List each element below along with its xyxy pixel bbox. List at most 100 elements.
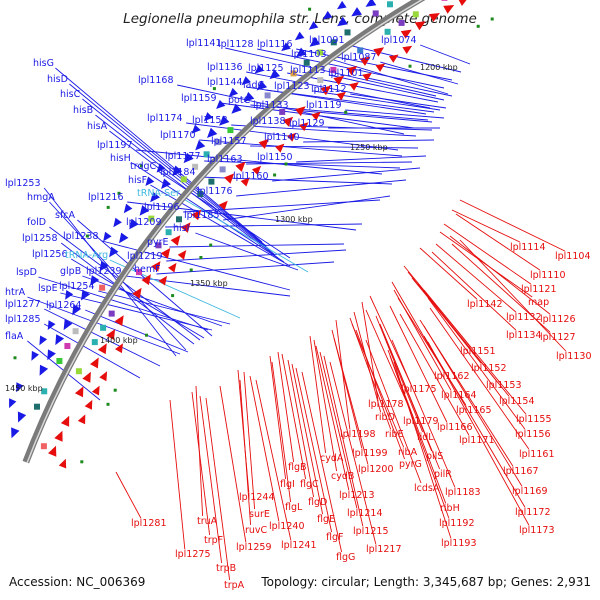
gene-leader-line bbox=[287, 359, 315, 498]
forward-gene-arrow bbox=[183, 152, 194, 164]
gene-label: cydB bbox=[331, 471, 354, 482]
forward-gene-arrow bbox=[39, 364, 49, 376]
forward-gene-arrow bbox=[203, 112, 213, 122]
feature-tracks bbox=[9, 0, 494, 469]
gene-leader-line bbox=[85, 309, 189, 353]
gene-leader-line bbox=[243, 371, 256, 510]
reverse-gene-arrow bbox=[295, 106, 306, 117]
reverse-gene-arrow bbox=[362, 72, 372, 82]
gene-leader-line bbox=[70, 258, 205, 339]
forward-gene-arrow bbox=[231, 103, 242, 114]
reverse-gene-arrow bbox=[151, 261, 161, 272]
genome-backbone-highlight bbox=[26, 0, 423, 463]
gene-leader-line bbox=[246, 71, 431, 109]
gene-label: lpl1285 bbox=[5, 314, 41, 325]
forward-gene-arrow bbox=[72, 304, 82, 316]
feature-category-block bbox=[317, 49, 324, 56]
reverse-gene-arrow bbox=[282, 116, 294, 127]
gene-label: ruvC bbox=[245, 525, 268, 536]
outer-marker bbox=[139, 164, 143, 168]
reverse-gene-arrow bbox=[97, 343, 107, 355]
inner-marker bbox=[106, 402, 110, 406]
gene-leader-line bbox=[309, 335, 327, 454]
gene-label: lpl1101 bbox=[328, 68, 364, 79]
gene-label: lpl1123 bbox=[274, 81, 310, 92]
feature-category-block bbox=[330, 66, 337, 73]
gene-label: lpl1185 bbox=[184, 210, 220, 221]
reverse-gene-arrow bbox=[170, 235, 181, 246]
gene-leader-line bbox=[323, 355, 364, 527]
gene-leader-line bbox=[82, 98, 271, 251]
gene-leader-line bbox=[115, 471, 142, 519]
gene-label: lpl1209 bbox=[126, 217, 162, 228]
kbp-ticks: 1200 kbp 1250 kbp 1300 kbp 1350 kbp 1400 kbp… bbox=[5, 63, 458, 393]
feature-category-block bbox=[387, 1, 393, 8]
gene-label: lpl1114 bbox=[510, 242, 546, 253]
gene-leader-line bbox=[365, 339, 422, 484]
feature-category-block bbox=[148, 215, 155, 222]
accession-text: Accession: NC_006369 bbox=[9, 575, 145, 589]
forward-gene-arrow bbox=[172, 165, 183, 176]
gene-leader-line bbox=[177, 84, 405, 135]
outer-marker bbox=[85, 234, 89, 238]
feature-category-block bbox=[203, 151, 210, 158]
gene-label: lpl1163 bbox=[207, 154, 243, 165]
gene-label: hisD bbox=[47, 74, 68, 85]
gene-label: lpl1157 bbox=[211, 136, 247, 147]
gene-label: lpl1158 bbox=[192, 115, 228, 126]
feature-category-block bbox=[136, 269, 142, 276]
inner-marker bbox=[408, 64, 412, 68]
forward-gene-arrow bbox=[129, 218, 139, 230]
forward-gene-arrow bbox=[63, 319, 73, 331]
reverse-gene-arrow bbox=[106, 329, 116, 340]
reverse-gene-arrow bbox=[333, 75, 345, 86]
gene-label: lpl1127 bbox=[540, 332, 576, 343]
gene-leader-line bbox=[351, 323, 405, 448]
gene-label: lpl1169 bbox=[512, 486, 548, 497]
gene-label: lpl1241 bbox=[281, 540, 317, 551]
gene-label: lpl1217 bbox=[366, 544, 402, 555]
gene-label: lpl1172 bbox=[515, 507, 551, 518]
gene-label: lpl1154 bbox=[499, 396, 535, 407]
gene-leader-line bbox=[269, 355, 287, 480]
gene-label: flgD bbox=[308, 497, 327, 508]
forward-gene-arrow bbox=[55, 334, 65, 346]
gene-label: lpl1170 bbox=[160, 130, 196, 141]
reverse-gene-arrow bbox=[414, 21, 426, 31]
gene-leader-line bbox=[44, 308, 161, 367]
reverse-gene-arrow bbox=[336, 91, 346, 101]
gene-leader-line bbox=[443, 223, 532, 285]
gene-leader-line bbox=[420, 44, 471, 65]
reverse-gene-arrow bbox=[218, 200, 228, 211]
gene-label: lpl1196 bbox=[144, 202, 180, 213]
reverse-gene-arrow bbox=[141, 274, 151, 286]
gene-leader-line bbox=[389, 355, 450, 519]
gene-leader-line bbox=[350, 93, 447, 109]
gene-label: lpl1244 bbox=[239, 492, 275, 503]
gene-label: lpl1125 bbox=[248, 63, 284, 74]
gene-label: trpF bbox=[204, 535, 223, 546]
gene-label: trdgC bbox=[130, 161, 157, 172]
gene-leader-line bbox=[250, 104, 429, 121]
gene-leader-line bbox=[55, 67, 263, 243]
reverse-gene-arrow bbox=[400, 29, 412, 39]
gene-label: lpl1253 bbox=[5, 178, 41, 189]
gene-label: lpl1142 bbox=[467, 299, 503, 310]
gene-leader-line bbox=[38, 276, 209, 331]
gene-leader-line bbox=[98, 290, 231, 325]
reverse-gene-arrow bbox=[115, 343, 123, 354]
gene-leader-line bbox=[315, 345, 350, 491]
feature-category-block bbox=[264, 92, 271, 99]
reverse-gene-arrow bbox=[320, 85, 332, 96]
gene-leader-line bbox=[329, 361, 377, 545]
inner-marker bbox=[199, 256, 203, 259]
forward-gene-arrow bbox=[308, 21, 319, 30]
gene-label: lpl1144 bbox=[207, 77, 243, 88]
gene-leader-line bbox=[157, 170, 291, 259]
reverse-gene-arrow bbox=[54, 430, 63, 442]
feature-category-block bbox=[100, 324, 107, 331]
gene-label: hisI bbox=[173, 223, 189, 234]
feature-category-block bbox=[344, 29, 351, 36]
gene-label: lidL bbox=[417, 432, 434, 443]
gene-label: potC bbox=[228, 95, 251, 106]
